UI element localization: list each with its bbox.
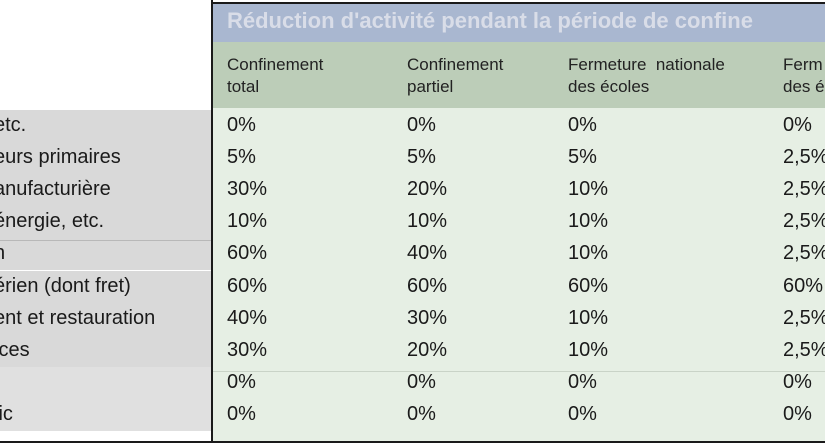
table-cell: 5% bbox=[407, 146, 436, 169]
row-label: anufacturière bbox=[0, 178, 111, 201]
table-cell: 2,5% bbox=[783, 210, 825, 233]
section-divider bbox=[0, 240, 211, 241]
section-divider-body bbox=[213, 371, 825, 372]
table-cell: 10% bbox=[227, 210, 268, 233]
row-label-cell: eurs primaires bbox=[0, 142, 211, 175]
column-header-1: Confinement total bbox=[227, 55, 324, 96]
row-label: lic bbox=[0, 402, 13, 425]
table-cell: 10% bbox=[568, 210, 609, 233]
table-title: Réduction d'activité pendant la période … bbox=[227, 8, 753, 33]
table-cell: 0% bbox=[568, 114, 597, 136]
table-cell: 0% bbox=[783, 114, 812, 136]
row-label-cell: érien (dont fret) bbox=[0, 270, 211, 303]
table-cell: 30% bbox=[227, 338, 268, 361]
row-label-cell: ices bbox=[0, 334, 211, 367]
table-body: 0% 0% 0% 0% 5% 5% 5% 2,5% 30% 20% 10% 2,5% 10% 10% 10%… bbox=[213, 108, 825, 443]
table-cell: 10% bbox=[407, 210, 448, 233]
table-cell: 20% bbox=[407, 338, 448, 361]
table-cell: 2,5% bbox=[783, 338, 825, 361]
table-cell: 40% bbox=[407, 242, 448, 265]
table-cell: 2,5% bbox=[783, 306, 825, 329]
row-label: ices bbox=[0, 338, 30, 361]
table-cell: 0% bbox=[783, 402, 812, 425]
table-cell: 60% bbox=[407, 274, 448, 297]
row-label-cell: ent et restauration bbox=[0, 302, 211, 335]
table-cell: 5% bbox=[568, 146, 597, 169]
table-cell: 20% bbox=[407, 178, 448, 201]
row-label: etc. bbox=[0, 114, 27, 136]
table-cell: 0% bbox=[407, 370, 436, 393]
table-cell: 60% bbox=[227, 274, 268, 297]
table-bottom-border bbox=[0, 441, 825, 443]
table-cell: 2,5% bbox=[783, 146, 825, 169]
column-header-4: Ferm des é bbox=[783, 55, 825, 96]
table-cell: 2,5% bbox=[783, 178, 825, 201]
table-cell: 30% bbox=[227, 178, 268, 201]
table-title-band: Réduction d'activité pendant la période … bbox=[213, 2, 825, 42]
row-label-cell bbox=[0, 366, 211, 399]
table-cell: 10% bbox=[568, 338, 609, 361]
table-cell: 2,5% bbox=[783, 242, 825, 265]
table-cell: 0% bbox=[227, 402, 256, 425]
table-cell: 60% bbox=[227, 242, 268, 265]
table-cell: 0% bbox=[407, 402, 436, 425]
table-cell: 0% bbox=[783, 370, 812, 393]
table-cell: 40% bbox=[227, 306, 268, 329]
table-cell: 0% bbox=[227, 370, 256, 393]
label-divider-line bbox=[211, 0, 213, 443]
table-cell: 60% bbox=[783, 274, 824, 297]
table-cell: 0% bbox=[568, 402, 597, 425]
table-cell: 0% bbox=[568, 370, 597, 393]
row-label: érien (dont fret) bbox=[0, 274, 131, 297]
column-header-3: Fermeture nationale des écoles bbox=[568, 55, 725, 96]
row-label: n bbox=[0, 242, 5, 265]
row-label-cell: etc. bbox=[0, 110, 211, 143]
row-label: eurs primaires bbox=[0, 146, 121, 169]
column-header-2: Confinement partiel bbox=[407, 55, 504, 96]
row-label-cell: énergie, etc. bbox=[0, 206, 211, 239]
table-cell: 60% bbox=[568, 274, 609, 297]
row-label-cell: anufacturière bbox=[0, 174, 211, 207]
row-label-cell: n bbox=[0, 238, 211, 271]
row-label: énergie, etc. bbox=[0, 210, 105, 233]
table-cell: 10% bbox=[568, 242, 609, 265]
table-cell: 0% bbox=[227, 114, 256, 136]
table-cell: 10% bbox=[568, 306, 609, 329]
row-label: ent et restauration bbox=[0, 306, 156, 329]
row-label-cell: lic bbox=[0, 398, 211, 431]
column-header-band: Confinement total Confinement partiel Ferm… bbox=[213, 42, 825, 108]
table-cell: 5% bbox=[227, 146, 256, 169]
table-cell: 30% bbox=[407, 306, 448, 329]
table-cell: 10% bbox=[568, 178, 609, 201]
row-label-column: etc. eurs primaires anufacturière énergie, … bbox=[0, 0, 213, 443]
table-cell: 0% bbox=[407, 114, 436, 136]
